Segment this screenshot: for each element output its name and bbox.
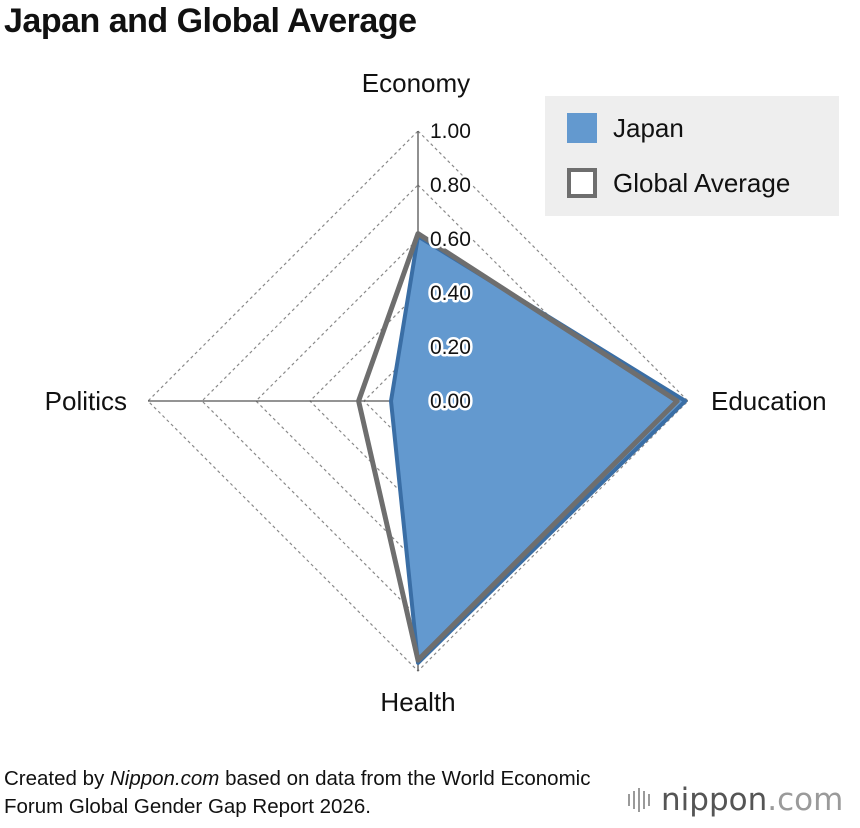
legend-label-global-average: Global Average <box>613 167 791 198</box>
source-prefix: Created by <box>4 767 110 790</box>
legend-swatch-japan <box>567 113 597 143</box>
tick-label: 1.00 <box>430 120 471 143</box>
radar-series <box>356 231 688 665</box>
nippon-logo: nippon .com <box>628 782 843 818</box>
tick-label: 0.80 <box>430 174 471 197</box>
chart-title: Japan and Global Average <box>4 2 417 40</box>
tick-label: 0.20 <box>430 336 471 359</box>
axis-label-education: Education <box>711 386 827 416</box>
logo-tld: .com <box>767 782 844 818</box>
source-site: Nippon.com <box>109 767 220 790</box>
radar-tick-labels: 1.00 0.80 0.60 0.40 0.20 0.00 <box>428 118 474 416</box>
axis-label-politics: Politics <box>45 386 127 416</box>
logo-bars-icon <box>628 788 653 812</box>
legend-item-global-average: Global Average <box>567 163 790 203</box>
legend-label-japan: Japan <box>613 112 684 143</box>
axis-label-economy: Economy <box>362 68 470 98</box>
tick-label: 0.60 <box>430 228 471 251</box>
tick-label: 0.40 <box>430 282 471 305</box>
source-suffix: based on data from the World Economic Fo… <box>4 767 591 818</box>
tick-label: 0.00 <box>430 390 471 413</box>
source-note: Created by Nippon.com based on data from… <box>4 765 624 821</box>
axis-label-health: Health <box>380 687 455 717</box>
legend-swatch-global-average <box>567 168 597 198</box>
logo-text: nippon <box>661 782 768 818</box>
legend-item-japan: Japan <box>567 108 684 148</box>
legend: Japan Global Average <box>545 96 839 216</box>
series-line-global-average <box>356 231 680 663</box>
